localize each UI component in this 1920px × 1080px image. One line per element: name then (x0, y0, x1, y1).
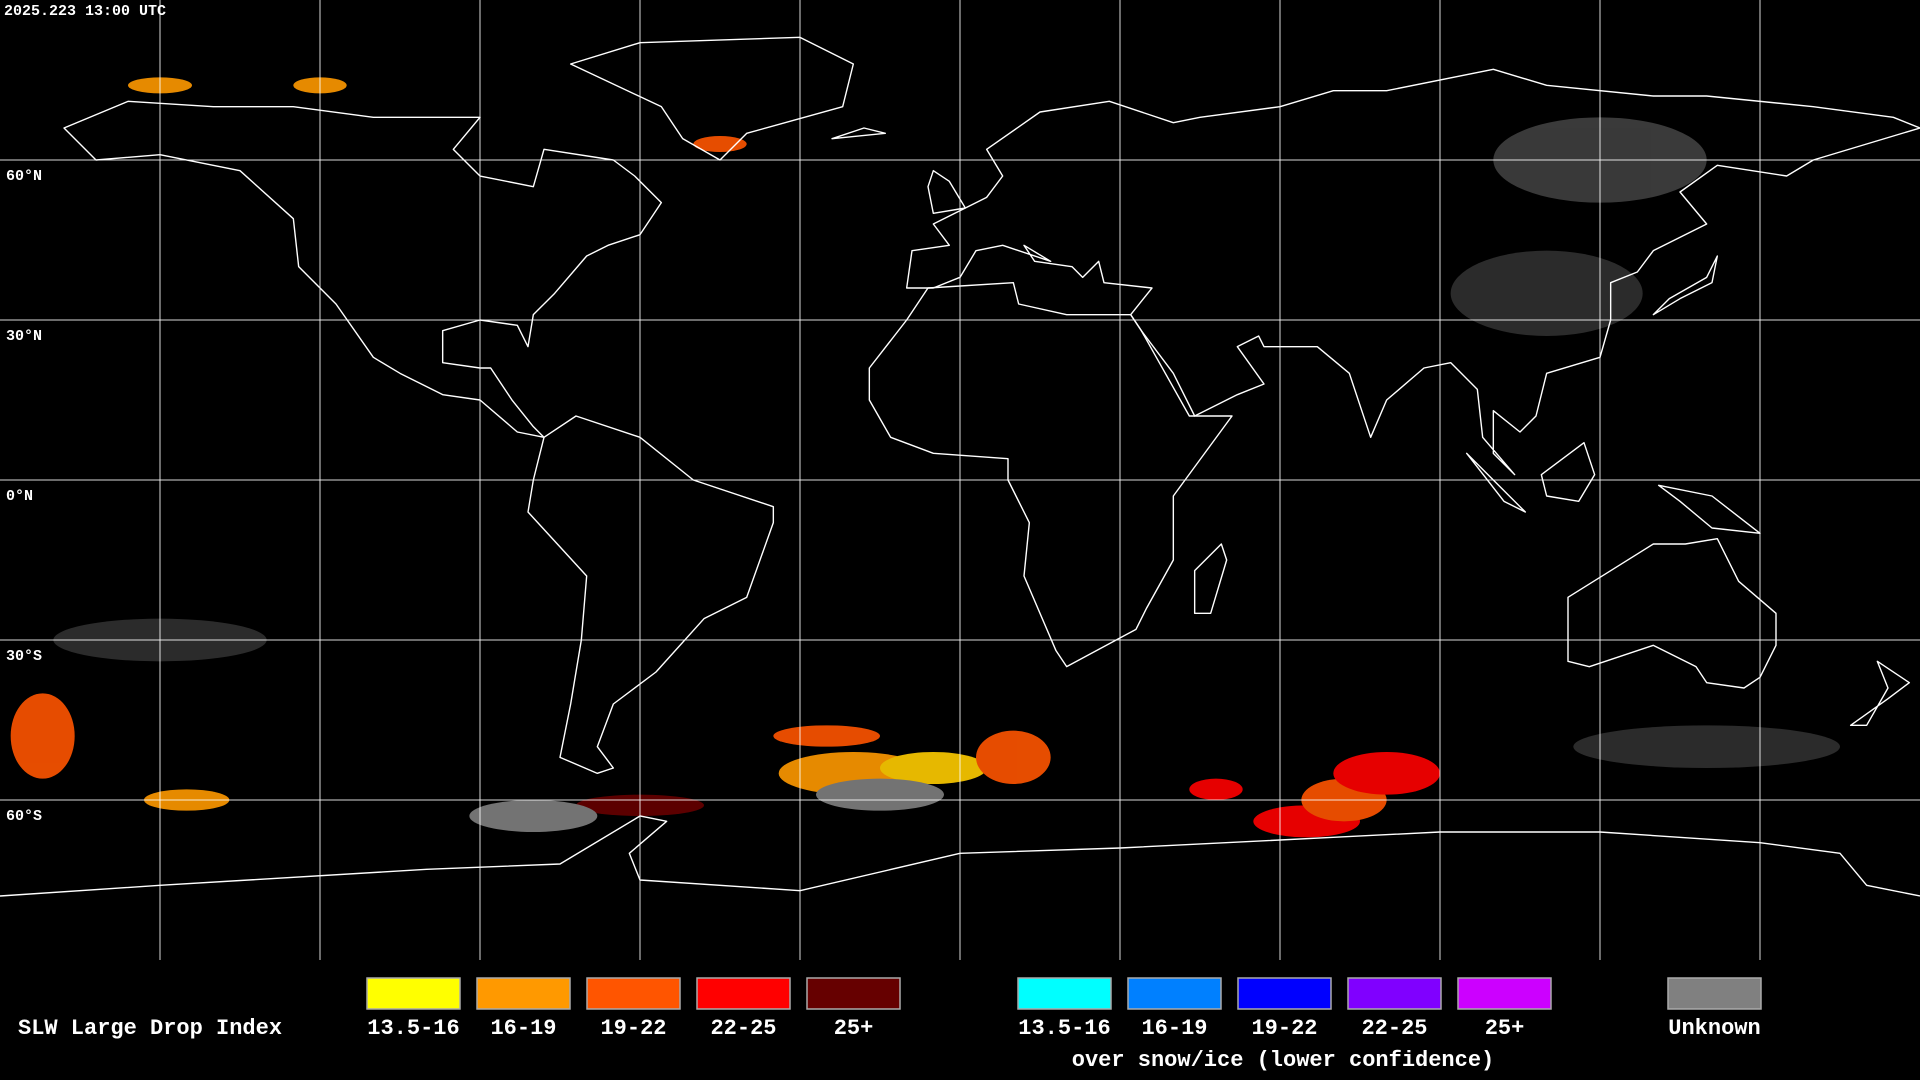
legend-label: 25+ (1485, 1016, 1525, 1041)
legend-label: 25+ (834, 1016, 874, 1041)
legend-swatch (806, 977, 901, 1010)
legend-label: 16-19 (490, 1016, 556, 1041)
coastlines (0, 37, 1920, 896)
cloud-patches (10, 77, 1840, 838)
legend-swatch (1127, 977, 1222, 1010)
latitude-label: 30°S (6, 648, 42, 665)
coastline (832, 128, 885, 139)
patch (469, 799, 598, 832)
patch (975, 730, 1051, 784)
coastline (869, 283, 1232, 667)
patch (1189, 778, 1243, 800)
coastline (1851, 661, 1910, 725)
patch (1573, 725, 1840, 768)
patch (773, 725, 881, 747)
legend-label: 19-22 (1251, 1016, 1317, 1041)
legend-swatch (586, 977, 681, 1010)
legend-label: 22-25 (1361, 1016, 1427, 1041)
legend-label: 13.5-16 (367, 1016, 459, 1041)
coastline (1467, 453, 1526, 512)
latitude-labels: 60°N 30°N 0°N 30°S 60°S (6, 168, 42, 825)
legend-swatch (1667, 977, 1762, 1010)
coastline (0, 816, 1920, 896)
coastline (1659, 485, 1760, 533)
patch (1450, 250, 1643, 337)
timestamp: 2025.223 13:00 UTC (4, 3, 166, 20)
legend-swatch (696, 977, 791, 1010)
legend-swatch (1237, 977, 1332, 1010)
latitude-label: 60°S (6, 808, 42, 825)
patch (693, 136, 747, 153)
legend-label: 13.5-16 (1018, 1016, 1110, 1041)
legend-swatch (1017, 977, 1112, 1010)
latitude-label: 30°N (6, 328, 42, 345)
legend-swatch (1457, 977, 1552, 1010)
graticule (0, 0, 1920, 960)
legend: SLW Large Drop Index 13.5-16 16-19 19-22 22-… (18, 977, 1762, 1073)
coastline (1195, 544, 1227, 613)
legend-caption: over snow/ice (lower confidence) (1072, 1048, 1494, 1073)
latitude-label: 0°N (6, 488, 33, 505)
coastline (1541, 443, 1594, 502)
patch (816, 778, 945, 811)
legend-swatch (1347, 977, 1442, 1010)
patch (1333, 751, 1440, 795)
map-layer (0, 37, 1920, 896)
coastline (528, 416, 773, 773)
legend-swatch (476, 977, 571, 1010)
coastline (1568, 539, 1776, 688)
legend-label: Unknown (1668, 1016, 1760, 1041)
latitude-label: 60°N (6, 168, 42, 185)
coastline (571, 37, 854, 160)
patch (10, 693, 75, 779)
legend-label: 19-22 (600, 1016, 666, 1041)
legend-swatch (366, 977, 461, 1010)
legend-title: SLW Large Drop Index (18, 1016, 282, 1041)
legend-label: 22-25 (710, 1016, 776, 1041)
legend-label: 16-19 (1141, 1016, 1207, 1041)
coastline (64, 101, 661, 437)
coastline (1653, 256, 1717, 315)
